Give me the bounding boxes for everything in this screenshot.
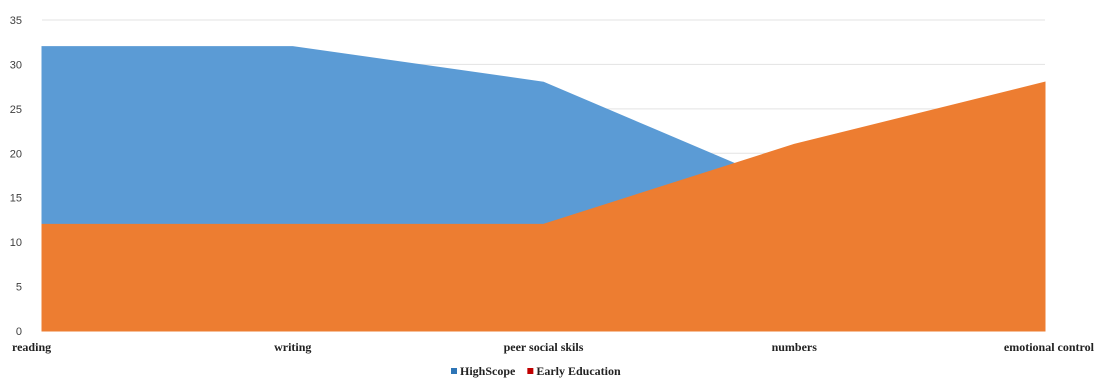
x-tick-label: peer social skils xyxy=(504,340,584,354)
legend-label: Early Education xyxy=(536,364,621,378)
legend-swatch xyxy=(527,368,534,374)
y-tick-label: 5 xyxy=(16,282,22,294)
legend-swatch xyxy=(451,368,457,374)
y-tick-label: 15 xyxy=(10,193,22,205)
series-area-early-education xyxy=(41,81,1046,332)
y-axis: 0 5 10 15 20 25 30 35 xyxy=(10,15,22,338)
x-tick-label: numbers xyxy=(772,340,818,354)
y-tick-label: 30 xyxy=(10,59,22,71)
x-tick-label: emotional control xyxy=(1004,340,1095,354)
legend: HighScope Early Education xyxy=(451,364,621,378)
x-tick-label: writing xyxy=(274,340,311,354)
series-areas xyxy=(41,46,1046,332)
legend-label: HighScope xyxy=(460,364,516,378)
y-tick-label: 10 xyxy=(10,237,22,249)
x-axis: reading writing peer social skils numbers em… xyxy=(12,340,1095,354)
y-tick-label: 25 xyxy=(10,104,22,116)
y-tick-label: 35 xyxy=(10,15,22,27)
y-tick-label: 20 xyxy=(10,148,22,160)
y-tick-label: 0 xyxy=(16,326,22,338)
x-tick-label: reading xyxy=(12,340,51,354)
